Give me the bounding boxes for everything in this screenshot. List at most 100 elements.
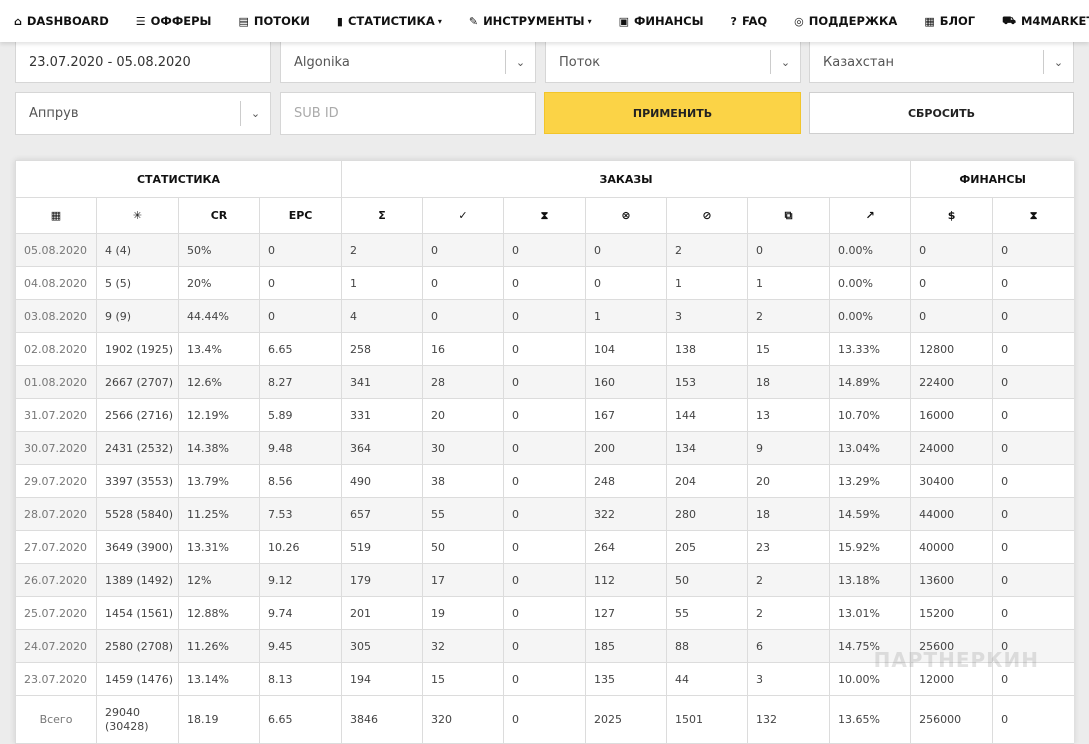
- table-cell: 2: [747, 596, 831, 630]
- group-header-orders: ЗАКАЗЫ: [341, 160, 912, 198]
- table-row: 26.07.2020 1389 (1492) 12% 9.12 179 17 0 112 50 2…: [15, 563, 1074, 597]
- total-cell: 2025: [585, 695, 668, 744]
- table-cell: 138: [666, 332, 749, 366]
- table-cell: 4 (4): [96, 233, 179, 267]
- row-date-cell: 29.07.2020: [15, 464, 97, 498]
- table-cell: 15200: [910, 596, 994, 630]
- chevron-down-icon[interactable]: ⌄: [1043, 50, 1073, 74]
- table-row: 23.07.2020 1459 (1476) 13.14% 8.13 194 15 0 135…: [15, 662, 1074, 696]
- table-cell: 44000: [910, 497, 994, 531]
- table-cell: 0: [503, 464, 587, 498]
- nav-item-4[interactable]: ✎ ИНСТРУМЕНТЫ ▾: [469, 14, 592, 28]
- table-cell: 0.00%: [829, 233, 912, 267]
- table-cell: 258: [341, 332, 424, 366]
- table-cell: 179: [341, 563, 424, 597]
- table-cell: 264: [585, 530, 668, 564]
- table-cell: 204: [666, 464, 749, 498]
- row-date-cell: 05.08.2020: [15, 233, 97, 267]
- nav-item-label: ПОДДЕРЖКА: [808, 14, 898, 28]
- reset-button[interactable]: СБРОСИТЬ: [809, 92, 1074, 134]
- row-date-cell: 31.07.2020: [15, 398, 97, 432]
- table-cell: 55: [422, 497, 505, 531]
- table-cell: 24000: [910, 431, 994, 465]
- table-cell: 134: [666, 431, 749, 465]
- nav-item-9[interactable]: ⛟M4MARKET▾: [1002, 14, 1089, 29]
- offer-select[interactable]: Algonika ⌄: [280, 41, 536, 83]
- home-icon: ⌂: [14, 14, 22, 28]
- table-cell: 50: [422, 530, 505, 564]
- apply-button[interactable]: ПРИМЕНИТЬ: [544, 92, 801, 134]
- country-select-value: Казахстан: [823, 54, 894, 70]
- chevron-down-icon[interactable]: ⌄: [240, 101, 270, 126]
- table-cell: 160: [585, 365, 668, 399]
- table-cell: 248: [585, 464, 668, 498]
- table-cell: 23: [747, 530, 831, 564]
- nav-item-3[interactable]: ▮ СТАТИСТИКА ▾: [337, 14, 442, 28]
- table-cell: 20: [422, 398, 505, 432]
- table-cell: 3: [666, 299, 749, 333]
- nav-item-2[interactable]: ▤ ПОТОКИ: [238, 14, 309, 28]
- table-cell: 12%: [178, 563, 260, 597]
- table-cell: 3649 (3900): [96, 530, 179, 564]
- nav-item-8[interactable]: ▦ БЛОГ: [924, 14, 975, 28]
- subid-field[interactable]: [280, 92, 536, 135]
- subid-input[interactable]: [294, 106, 535, 121]
- table-cell: 9.12: [258, 563, 343, 597]
- nav-item-5[interactable]: ▣ ФИНАНСЫ: [619, 14, 704, 28]
- table-cell: 13.33%: [829, 332, 912, 366]
- nav-item-7[interactable]: ◎ ПОДДЕРЖКА: [794, 14, 897, 28]
- date-range-picker[interactable]: 23.07.2020 - 05.08.2020: [15, 41, 271, 83]
- table-cell: 8.27: [258, 365, 343, 399]
- nav-item-6[interactable]: ? FAQ: [731, 14, 768, 28]
- ban-icon: ⊘: [666, 197, 749, 234]
- nav-item-label: БЛОГ: [939, 14, 976, 28]
- table-row: 27.07.2020 3649 (3900) 13.31% 10.26 519 50 0 26…: [15, 530, 1074, 564]
- nav-item-label: M4MARKET: [1020, 14, 1089, 28]
- table-cell: 0: [992, 332, 1074, 366]
- table-cell: 10.26: [258, 530, 343, 564]
- table-row: 04.08.2020 5 (5) 20% 0 1 0 0 0 1 1 0.00% 0 0: [15, 266, 1074, 300]
- table-cell: 135: [585, 662, 668, 696]
- table-cell: 0: [910, 233, 994, 267]
- table-cell: 0: [422, 233, 505, 267]
- status-select[interactable]: Аппрув ⌄: [15, 92, 271, 135]
- table-cell: 20: [747, 464, 831, 498]
- table-cell: 0: [747, 233, 831, 267]
- table-cell: 12.19%: [178, 398, 260, 432]
- table-cell: 10.00%: [829, 662, 912, 696]
- table-cell: 13.31%: [178, 530, 260, 564]
- support-icon: ◎: [794, 14, 804, 28]
- table-cell: 0: [258, 266, 343, 300]
- table-cell: 9.45: [258, 629, 343, 663]
- table-cell: 9 (9): [96, 299, 179, 333]
- table-cell: 2566 (2716): [96, 398, 179, 432]
- row-date-cell: 25.07.2020: [15, 596, 97, 630]
- table-cell: 0: [422, 299, 505, 333]
- table-cell: 0: [992, 398, 1074, 432]
- stream-select[interactable]: Поток ⌄: [545, 41, 801, 83]
- table-cell: 12.6%: [178, 365, 260, 399]
- row-date-cell: 02.08.2020: [15, 332, 97, 366]
- nav-item-1[interactable]: ☰ ОФФЕРЫ: [136, 14, 212, 28]
- table-cell: 38: [422, 464, 505, 498]
- country-select[interactable]: Казахстан ⌄: [809, 41, 1074, 83]
- table-cell: 364: [341, 431, 424, 465]
- chevron-down-icon[interactable]: ⌄: [770, 50, 800, 74]
- table-row: 31.07.2020 2566 (2716) 12.19% 5.89 331 20 0 167…: [15, 398, 1074, 432]
- total-cell: 0: [503, 695, 587, 744]
- table-cell: 1: [341, 266, 424, 300]
- table-cell: 0: [992, 266, 1074, 300]
- table-cell: 0: [992, 530, 1074, 564]
- table-cell: 5528 (5840): [96, 497, 179, 531]
- table-cell: 8.56: [258, 464, 343, 498]
- table-cell: 9.74: [258, 596, 343, 630]
- nav-item-0[interactable]: ⌂ DASHBOARD: [14, 14, 109, 28]
- table-cell: 55: [666, 596, 749, 630]
- table-cell: 2: [747, 299, 831, 333]
- chevron-down-icon: ▾: [437, 16, 442, 26]
- table-cell: 13.04%: [829, 431, 912, 465]
- table-cell: 14.75%: [829, 629, 912, 663]
- chevron-down-icon[interactable]: ⌄: [505, 50, 535, 74]
- table-cell: 341: [341, 365, 424, 399]
- table-cell: 322: [585, 497, 668, 531]
